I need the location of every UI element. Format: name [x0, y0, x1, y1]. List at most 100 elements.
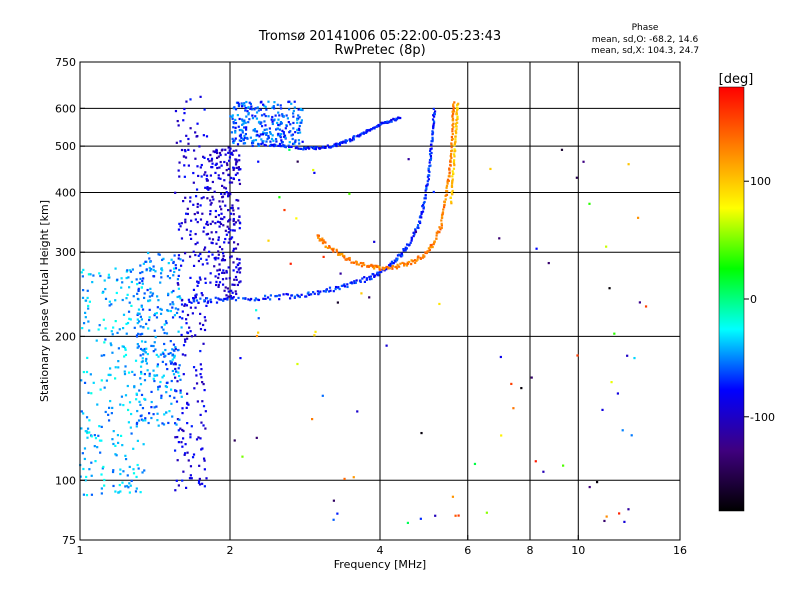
- data-point: [147, 327, 150, 330]
- data-point: [446, 190, 449, 193]
- data-point: [193, 387, 196, 390]
- data-point: [84, 430, 87, 433]
- data-point: [227, 194, 230, 197]
- data-point: [373, 265, 377, 268]
- data-point: [251, 141, 255, 145]
- data-point: [187, 164, 190, 167]
- data-point: [87, 320, 90, 323]
- data-point: [638, 301, 641, 304]
- data-point: [215, 231, 218, 234]
- data-point: [140, 340, 144, 343]
- data-point: [239, 135, 242, 138]
- data-point: [167, 262, 170, 265]
- data-point: [181, 298, 184, 302]
- data-point: [177, 287, 180, 290]
- data-point: [182, 119, 185, 122]
- data-point: [237, 219, 240, 222]
- data-point: [560, 148, 564, 151]
- data-point: [89, 373, 92, 376]
- data-point: [409, 241, 412, 244]
- data-point: [228, 277, 231, 280]
- data-point: [220, 149, 223, 152]
- data-point: [130, 304, 133, 307]
- data-point: [175, 311, 179, 315]
- data-point: [391, 267, 394, 270]
- data-point: [157, 388, 160, 391]
- data-point: [232, 213, 235, 216]
- data-point: [427, 169, 430, 172]
- data-point: [198, 464, 201, 467]
- data-point: [435, 237, 438, 240]
- data-point: [636, 216, 640, 219]
- data-point: [126, 408, 130, 412]
- data-point: [189, 474, 192, 477]
- data-point: [399, 116, 402, 120]
- data-point: [450, 156, 453, 159]
- data-point: [328, 286, 332, 289]
- data-point: [307, 291, 310, 294]
- data-point: [371, 265, 375, 269]
- data-point: [203, 246, 207, 249]
- data-point: [433, 240, 436, 243]
- data-point: [292, 115, 295, 118]
- data-point: [456, 117, 459, 120]
- data-point: [237, 296, 240, 300]
- data-point: [230, 131, 234, 134]
- data-point: [115, 454, 118, 457]
- data-point: [145, 362, 149, 365]
- data-point: [418, 221, 422, 225]
- data-point: [290, 134, 293, 137]
- data-point: [359, 279, 362, 282]
- data-point: [255, 334, 259, 338]
- data-point: [228, 238, 231, 241]
- data-point: [196, 211, 199, 214]
- data-point: [147, 421, 150, 425]
- x-tick-label: 8: [527, 544, 534, 557]
- data-point: [186, 401, 189, 404]
- data-point: [229, 212, 233, 215]
- data-point: [299, 147, 303, 150]
- data-point: [163, 331, 166, 335]
- data-point: [163, 342, 166, 346]
- data-point: [184, 303, 187, 306]
- data-point: [176, 418, 180, 421]
- data-point: [455, 111, 458, 114]
- data-point: [193, 212, 196, 216]
- data-point: [137, 287, 140, 290]
- data-point: [203, 468, 206, 471]
- data-point: [430, 151, 433, 155]
- data-point: [273, 101, 276, 104]
- data-point: [126, 293, 129, 296]
- data-point: [226, 220, 230, 223]
- data-point: [143, 292, 146, 295]
- data-point: [100, 379, 103, 382]
- data-point: [136, 297, 140, 301]
- data-point: [220, 164, 223, 167]
- data-point: [454, 125, 458, 128]
- data-point: [626, 354, 629, 357]
- data-point: [199, 297, 202, 300]
- data-point: [110, 412, 113, 415]
- data-point: [143, 397, 146, 401]
- data-point: [192, 288, 196, 292]
- data-point: [234, 118, 237, 122]
- data-point: [300, 121, 303, 124]
- data-point: [216, 151, 219, 155]
- data-point: [456, 121, 459, 124]
- data-point: [206, 179, 209, 182]
- data-point: [297, 147, 300, 150]
- data-point: [438, 226, 441, 229]
- data-point: [152, 344, 155, 348]
- data-point: [387, 264, 391, 267]
- data-point: [182, 199, 185, 203]
- data-point: [232, 209, 235, 212]
- data-point: [188, 300, 191, 304]
- data-point: [336, 512, 339, 515]
- data-point: [278, 196, 281, 199]
- data-point: [357, 263, 361, 266]
- data-point: [339, 252, 342, 256]
- data-point: [199, 349, 202, 353]
- data-point: [177, 429, 180, 432]
- data-point: [167, 292, 170, 295]
- data-point: [136, 409, 139, 413]
